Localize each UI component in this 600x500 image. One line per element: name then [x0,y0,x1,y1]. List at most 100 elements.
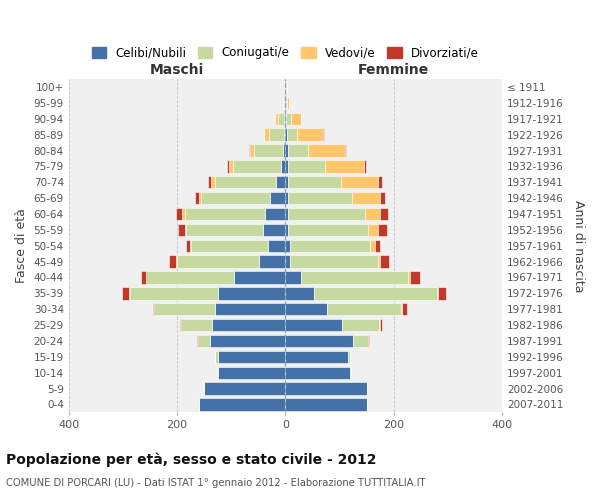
Bar [185,224,263,236]
Bar [286,112,291,125]
Bar [286,366,350,379]
Bar [308,144,345,156]
Bar [368,224,378,236]
Bar [345,144,346,156]
Bar [178,224,185,236]
Bar [208,176,211,188]
Bar [190,240,191,252]
Bar [364,160,366,172]
Bar [212,319,286,332]
Bar [368,335,370,347]
Bar [195,192,199,204]
Bar [215,176,275,188]
Bar [286,382,367,394]
Bar [290,256,378,268]
Bar [169,256,176,268]
Legend: Celibi/Nubili, Coniugati/e, Vedovi/e, Divorziati/e: Celibi/Nubili, Coniugati/e, Vedovi/e, Di… [87,42,484,64]
Bar [286,224,288,236]
Bar [146,272,234,283]
Bar [365,208,380,220]
Bar [233,160,281,172]
Text: COMUNE DI PORCARI (LU) - Dati ISTAT 1° gennaio 2012 - Elaborazione TUTTITALIA.IT: COMUNE DI PORCARI (LU) - Dati ISTAT 1° g… [6,478,425,488]
Bar [286,144,287,156]
Bar [325,160,364,172]
Bar [410,272,420,283]
Bar [286,176,288,188]
Bar [286,319,342,332]
Bar [375,240,380,252]
Bar [286,208,288,220]
Bar [287,144,308,156]
Bar [201,192,270,204]
Bar [287,128,297,141]
Bar [408,272,410,283]
Bar [218,366,286,379]
Bar [286,192,288,204]
Bar [177,256,259,268]
Bar [122,287,130,300]
Bar [259,256,286,268]
Bar [215,303,286,316]
Bar [264,128,269,141]
Bar [380,192,385,204]
Bar [209,335,286,347]
Bar [326,303,401,316]
Bar [286,287,314,300]
Bar [402,303,407,316]
Bar [197,335,209,347]
Bar [287,97,289,109]
Bar [286,256,290,268]
Bar [286,303,326,316]
Bar [182,208,185,220]
Bar [291,112,301,125]
Bar [284,97,286,109]
Bar [269,128,284,141]
Bar [199,398,286,410]
Bar [141,272,146,283]
Y-axis label: Anni di nascita: Anni di nascita [572,200,585,292]
Bar [288,224,368,236]
Bar [288,192,352,204]
Bar [250,144,254,156]
Bar [270,192,286,204]
Bar [217,366,218,379]
Bar [380,256,389,268]
Bar [352,192,380,204]
Bar [347,350,350,363]
Bar [288,160,325,172]
Bar [278,112,284,125]
Text: Popolazione per età, sesso e stato civile - 2012: Popolazione per età, sesso e stato civil… [6,452,377,467]
Bar [181,319,212,332]
Bar [288,208,365,220]
Bar [378,256,380,268]
Bar [229,160,233,172]
Bar [249,144,250,156]
Bar [314,287,437,300]
Bar [286,240,290,252]
Bar [185,208,265,220]
Bar [254,144,283,156]
Bar [286,272,301,283]
Bar [438,287,446,300]
Bar [218,350,286,363]
Bar [234,272,286,283]
Bar [265,208,286,220]
Bar [283,144,286,156]
Bar [370,240,375,252]
Bar [378,176,382,188]
Bar [290,240,370,252]
Bar [353,335,368,347]
Bar [297,128,323,141]
Bar [378,224,386,236]
Bar [437,287,438,300]
Bar [215,350,218,363]
Text: Maschi: Maschi [150,64,204,78]
Y-axis label: Fasce di età: Fasce di età [15,208,28,283]
Bar [204,382,286,394]
Bar [286,97,287,109]
Bar [288,176,341,188]
Bar [286,160,288,172]
Bar [286,335,353,347]
Bar [191,240,268,252]
Bar [263,224,286,236]
